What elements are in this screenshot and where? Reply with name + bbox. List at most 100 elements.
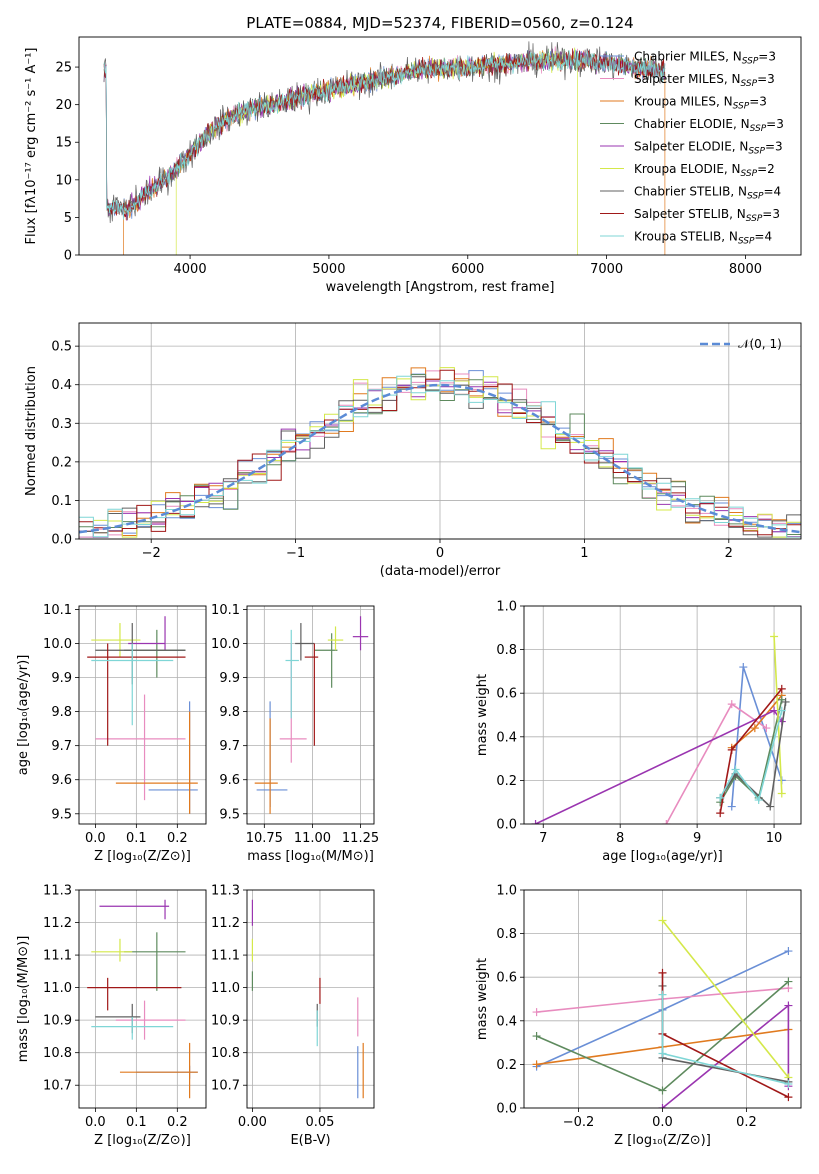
y-tick-label: 0.4	[51, 378, 72, 393]
weight-line	[719, 710, 783, 802]
x-tick-label: 0.0	[652, 1115, 673, 1130]
x-axis-label: mass [log₁₀(M/M⊙)]	[247, 849, 374, 864]
y-tick-label: 9.6	[219, 773, 240, 788]
weight-line	[661, 919, 790, 1079]
x-axis-label: age [log₁₀(age/yr)]	[602, 849, 723, 864]
weight-marker	[716, 809, 725, 818]
panel-weight-vs-age: 7 8 9 10 0.0 0.2 0.4 0.6 0.8 1.0 age [log₁₀(age/yr…	[475, 600, 802, 864]
plot-area	[254, 616, 369, 814]
errorbar-point	[115, 711, 198, 814]
y-tick-label: 0	[64, 249, 72, 264]
y-tick-label: 0.6	[496, 971, 517, 986]
errorbar-point	[91, 1016, 174, 1040]
errorbar-point	[95, 623, 186, 685]
y-tick-label: 11.1	[211, 949, 240, 964]
errorbar-point	[95, 694, 186, 801]
errorbar-point	[87, 977, 182, 1011]
weight-marker	[658, 990, 667, 999]
y-tick-label: 1.0	[496, 600, 517, 615]
y-tick-label: 10.1	[43, 603, 72, 618]
x-tick-label: 0.1	[126, 1115, 147, 1130]
weight-marker	[658, 968, 667, 977]
legend-entry: Kroupa MILES, NSSP=3	[634, 95, 767, 112]
weight-marker	[532, 1008, 541, 1017]
y-tick-label: 0.6	[496, 687, 517, 702]
weight-marker	[766, 802, 775, 811]
weight-marker	[727, 700, 736, 709]
errorbar-point	[99, 899, 170, 920]
y-tick-label: 20	[55, 98, 72, 113]
weight-marker	[662, 820, 671, 824]
axes-frame	[78, 889, 207, 1109]
y-tick-label: 9.8	[219, 705, 240, 720]
y-tick-label: 0.0	[496, 1102, 517, 1117]
x-tick-label: −2	[142, 546, 161, 561]
y-tick-label: 0.2	[496, 1058, 517, 1073]
y-tick-label: 0.0	[496, 818, 517, 833]
weight-marker	[781, 697, 790, 706]
errorbar-point	[91, 623, 141, 658]
weight-marker	[777, 695, 786, 704]
panel-mass-vs-EBV: 0.00 0.05 10.7 10.8 10.9 11.0 11.1 11.2 11.3 E(B-…	[211, 884, 375, 1148]
errorbar-point	[95, 1003, 141, 1034]
errorbar-point	[295, 623, 315, 661]
x-tick-label: 11.00	[294, 831, 331, 846]
weight-marker	[532, 1060, 541, 1069]
x-tick-label: 0.2	[167, 1115, 188, 1130]
x-tick-label: 7	[539, 831, 547, 846]
weight-marker	[750, 724, 759, 733]
x-tick-label: 8	[616, 831, 624, 846]
y-tick-label: 10.8	[211, 1046, 240, 1061]
y-tick-label: 0.8	[496, 643, 517, 658]
plot-area	[79, 367, 801, 538]
y-tick-label: 10	[55, 173, 72, 188]
axes-frame	[78, 322, 802, 540]
x-tick-label: 10	[766, 831, 783, 846]
legend-entry: Chabrier ELODIE, NSSP=3	[634, 117, 784, 134]
weight-marker	[770, 706, 779, 715]
x-tick-label: 0.1	[126, 831, 147, 846]
x-tick-label: 2	[725, 546, 733, 561]
axes-frame	[246, 889, 375, 1109]
weight-line	[719, 699, 783, 803]
errorbar-point	[352, 616, 369, 651]
y-tick-label: 9.7	[51, 739, 72, 754]
histogram-steps	[79, 369, 801, 536]
x-tick-label: −1	[286, 546, 305, 561]
y-tick-label: 10.9	[43, 1014, 72, 1029]
y-axis-label: mass weight	[475, 958, 490, 1040]
y-tick-label: 10.1	[211, 603, 240, 618]
y-axis-label: age [log₁₀(age/yr)]	[16, 655, 31, 776]
y-tick-label: 10.9	[211, 1014, 240, 1029]
y-tick-label: 10.0	[211, 637, 240, 652]
weight-marker	[658, 1086, 667, 1095]
weight-marker	[532, 1032, 541, 1041]
y-tick-label: 1.0	[496, 884, 517, 899]
x-tick-label: 6000	[451, 262, 484, 277]
panel-mass-vs-Z: 0.0 0.1 0.2 10.7 10.8 10.9 11.0 11.1 11.2 11.3 Z […	[16, 884, 207, 1148]
x-tick-label: 0.0	[85, 831, 106, 846]
y-axis-label: Normed distribution	[24, 366, 39, 496]
y-axis-label: mass [log₁₀(M/M⊙)]	[16, 936, 31, 1063]
legend-entry: Chabrier MILES, NSSP=3	[634, 50, 776, 67]
y-tick-label: 0.4	[496, 730, 517, 745]
panel-weight-vs-Z: −0.2 0.0 0.2 0.0 0.2 0.4 0.6 0.8 1.0 Z [log₁₀(Z/Z…	[475, 884, 802, 1148]
axes-frame	[523, 889, 802, 1109]
plot-area	[532, 916, 793, 1108]
panel-age-vs-mass: 10.75 11.00 11.25 9.5 9.6 9.7 9.8 9.9 10.0 10.1 ma…	[211, 603, 379, 864]
y-tick-label: 10.0	[43, 637, 72, 652]
spectrum-line	[103, 41, 666, 224]
weight-marker	[784, 1080, 793, 1089]
errorbar-point	[327, 626, 344, 651]
errorbar-point	[124, 629, 186, 678]
errorbar-point	[91, 938, 133, 962]
x-axis-label: wavelength [Angstrom, rest frame]	[326, 280, 555, 295]
x-tick-label: 10.75	[246, 831, 283, 846]
y-tick-label: 11.2	[211, 916, 240, 931]
spectrum-line	[103, 49, 666, 220]
y-tick-label: 10.7	[43, 1079, 72, 1094]
errorbar-point	[256, 701, 288, 807]
plot-area	[87, 899, 198, 1099]
y-tick-label: 9.8	[51, 705, 72, 720]
